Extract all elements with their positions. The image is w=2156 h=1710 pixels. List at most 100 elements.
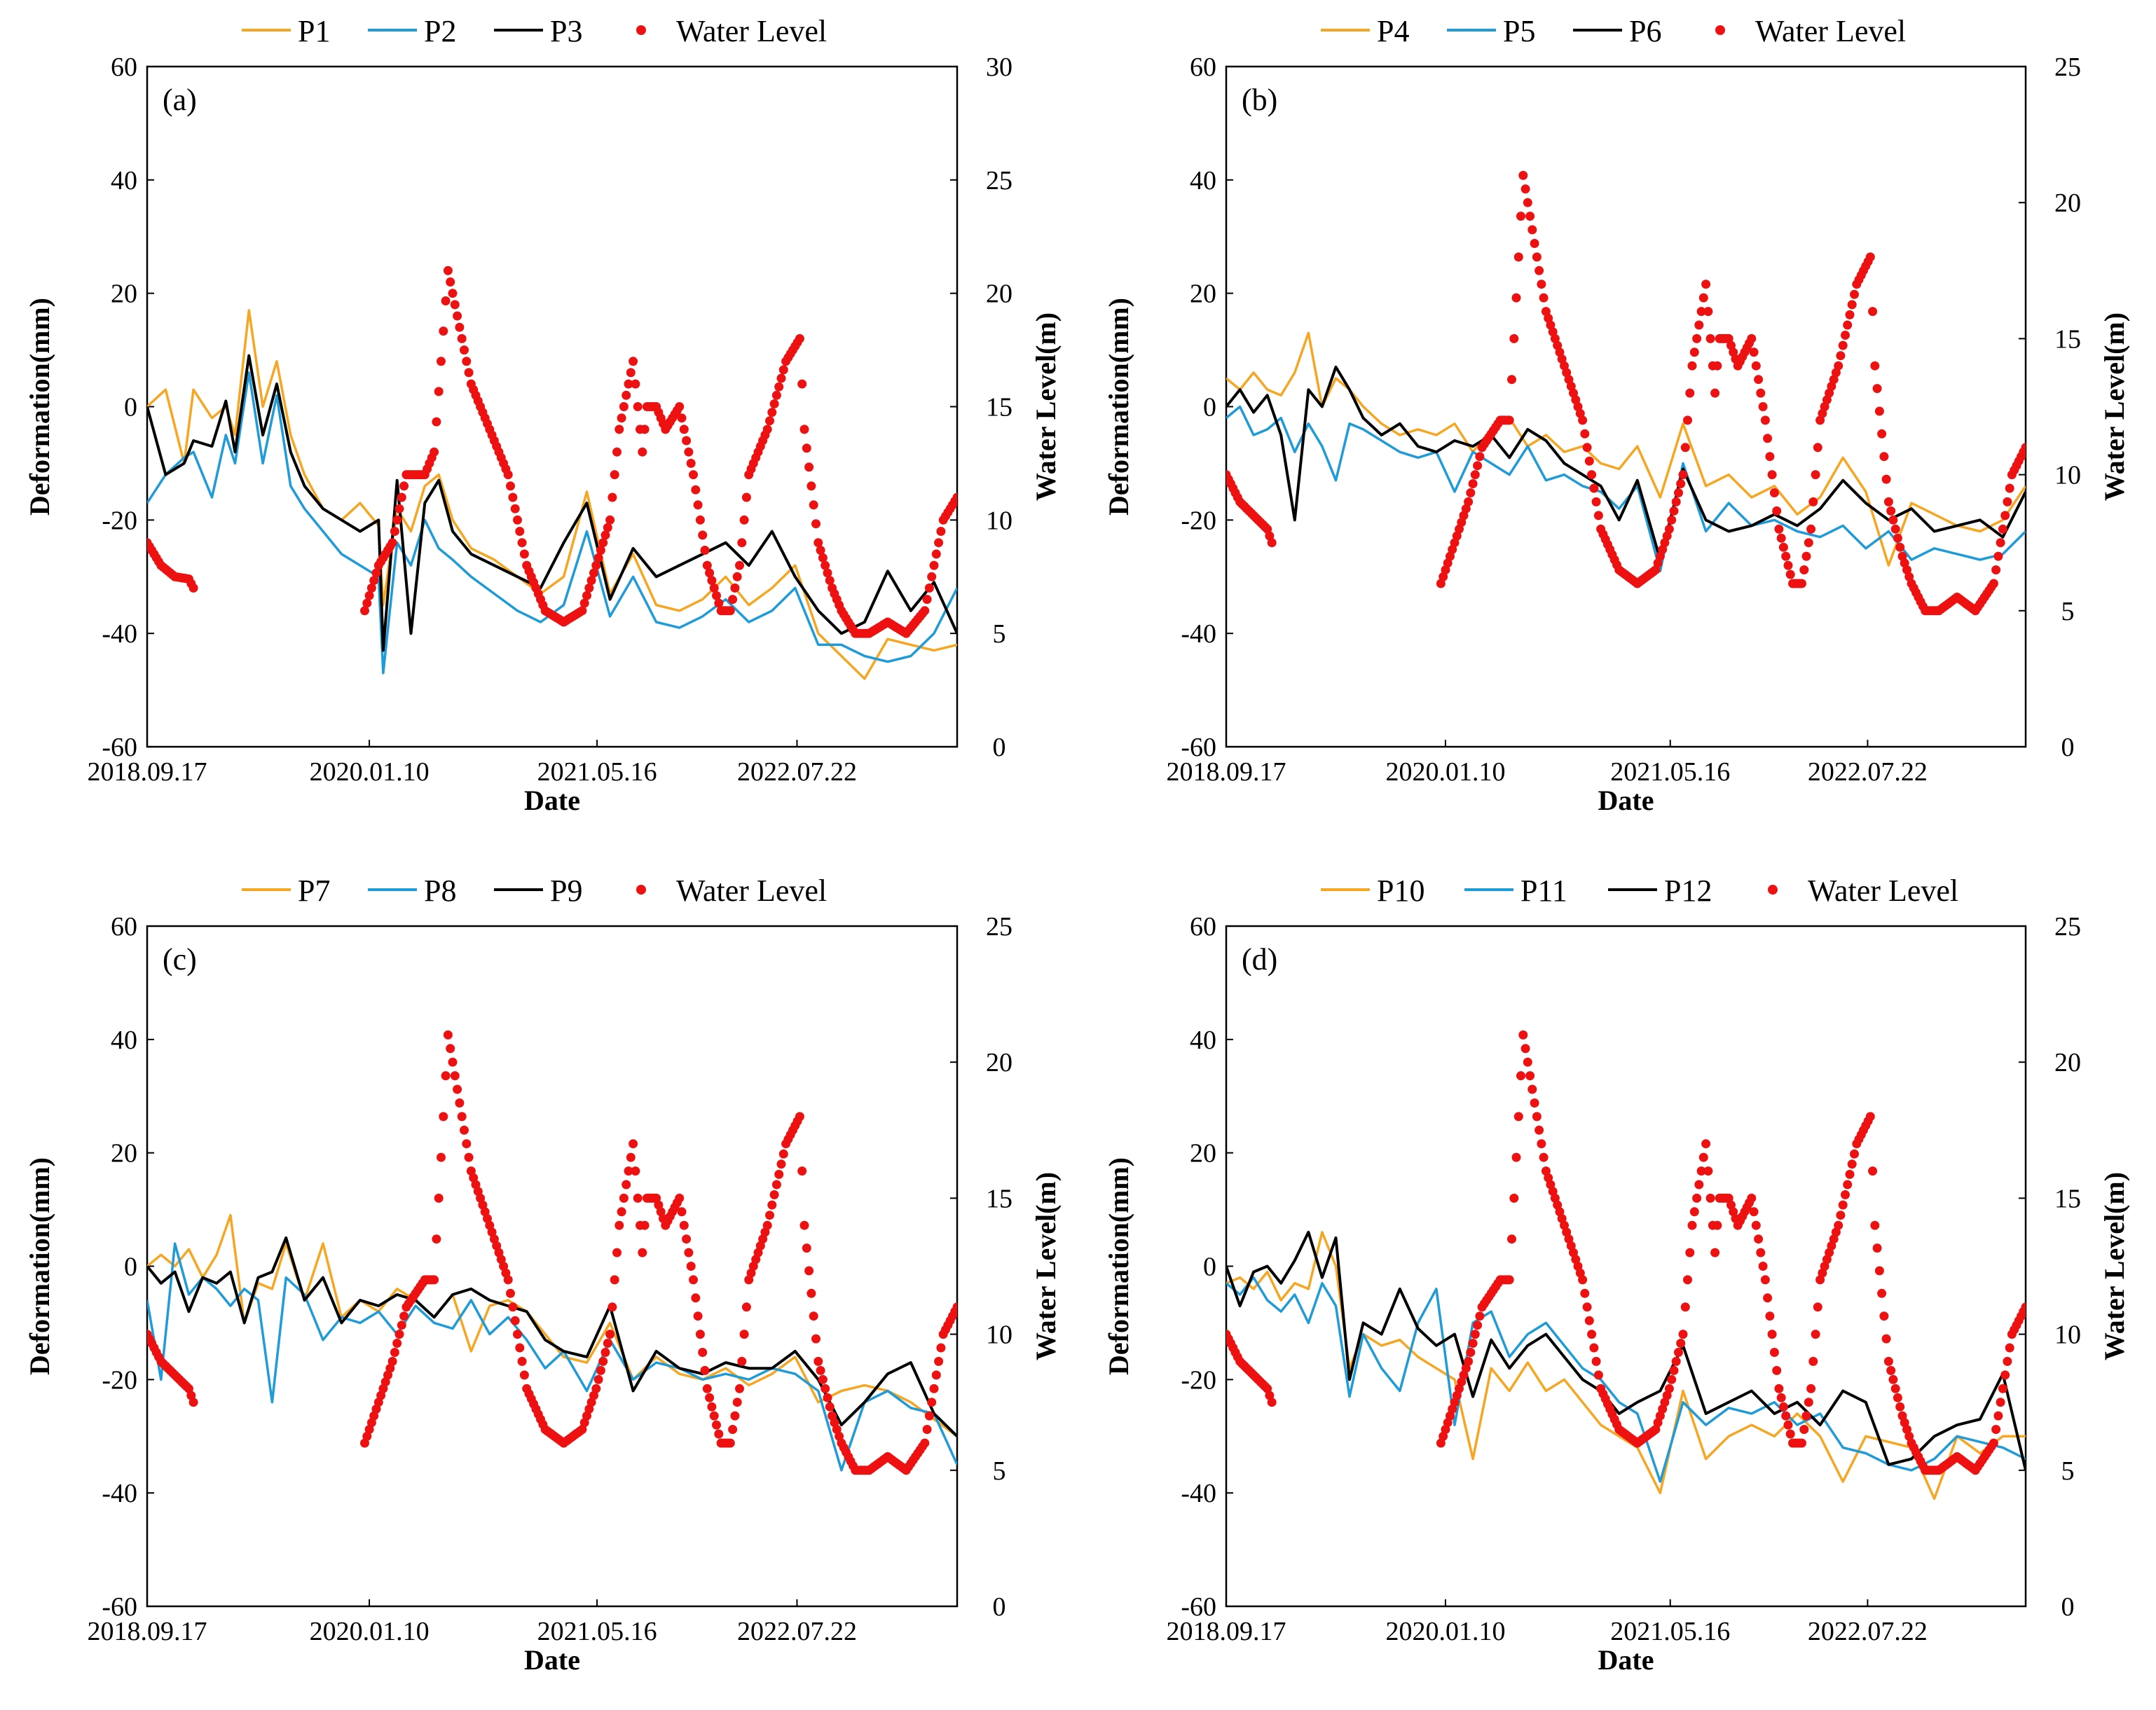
- water-level-point: [695, 1330, 705, 1339]
- y2-tick-label: 30: [986, 53, 1012, 82]
- water-level-point: [399, 1311, 409, 1321]
- water-level-point: [1811, 1330, 1820, 1339]
- panel-label: (d): [1242, 942, 1277, 977]
- water-level-point: [362, 598, 372, 608]
- water-level-point: [767, 408, 777, 418]
- water-level-point: [1507, 1234, 1516, 1244]
- water-level-point: [464, 368, 474, 378]
- water-level-point: [1756, 1248, 1766, 1257]
- water-level-point: [1530, 239, 1539, 248]
- water-level-point: [952, 492, 957, 502]
- water-level-point: [1886, 506, 1896, 516]
- water-level-point: [813, 538, 823, 548]
- water-level-point: [1836, 351, 1846, 361]
- water-level-point: [1539, 293, 1549, 303]
- chart-panel-a: 60 40 20 0 -20 -40 -60 30 25 20 15 10 5 0 2018.09.17 20…: [24, 14, 1062, 816]
- water-level-point: [515, 527, 525, 536]
- water-level-point: [730, 583, 740, 593]
- water-level-point: [1527, 1084, 1537, 1094]
- water-level-point: [617, 1207, 626, 1217]
- water-level-point: [443, 266, 453, 275]
- y2-axis-title: Water Level(m): [2099, 1172, 2130, 1360]
- y-tick-label: 20: [111, 1139, 137, 1168]
- y2-tick-label: 15: [2054, 1184, 2081, 1213]
- water-level-point: [1993, 1411, 2003, 1421]
- water-level-point: [920, 606, 930, 616]
- series-line-p2: [147, 371, 957, 675]
- x-tick-label: 2022.07.22: [1808, 757, 1928, 787]
- water-level-point: [700, 546, 710, 555]
- water-level-point: [1888, 515, 1898, 525]
- water-level-point: [1712, 1220, 1722, 1230]
- water-level-point: [584, 583, 594, 593]
- water-level-point: [1689, 347, 1699, 357]
- water-level-point: [432, 1234, 441, 1244]
- water-level-point: [1703, 1166, 1713, 1176]
- series-water-level: [1226, 1030, 2026, 1475]
- water-level-point: [1850, 1149, 1859, 1159]
- water-level-point: [607, 1302, 617, 1312]
- water-level-point: [1468, 1339, 1478, 1348]
- y-tick-label: -40: [102, 1479, 137, 1508]
- water-level-point: [1589, 483, 1599, 493]
- water-level-point: [820, 560, 830, 570]
- water-level-point: [1893, 1393, 1902, 1402]
- water-level-point: [811, 1334, 820, 1344]
- water-level-point: [1671, 1356, 1681, 1366]
- water-level-point: [1767, 470, 1777, 480]
- water-level-point: [579, 598, 589, 608]
- water-level-point: [1680, 1302, 1690, 1312]
- water-level-point: [1813, 443, 1822, 453]
- water-level-point: [689, 1275, 698, 1285]
- water-level-point: [1461, 1363, 1471, 1373]
- water-level-point: [508, 492, 518, 502]
- water-level-point: [806, 1288, 816, 1298]
- y2-axis-title: Water Level(m): [1030, 1172, 1062, 1360]
- water-level-point: [809, 1311, 818, 1321]
- water-level-point: [936, 527, 946, 536]
- water-level-point: [1504, 1275, 1514, 1285]
- water-level-point: [633, 402, 643, 411]
- y2-tick-label: 10: [986, 1321, 1012, 1350]
- water-level-point: [1703, 307, 1713, 317]
- water-level-point: [682, 1234, 692, 1244]
- chart-panel-d: 60 40 20 0 -20 -40 -60 25 20 15 10 5 0 2018.09.17 2020…: [1103, 874, 2130, 1676]
- legend-label-p8: P8: [424, 874, 456, 908]
- water-level-point: [809, 500, 818, 510]
- water-level-point: [1843, 320, 1853, 330]
- water-level-point: [1989, 1438, 1998, 1448]
- legend: P10 P11 P12 Water Level: [1321, 874, 1958, 908]
- water-level-point: [626, 1152, 636, 1162]
- water-level-point: [1468, 479, 1478, 488]
- water-level-point: [765, 416, 774, 426]
- water-level-point: [603, 523, 612, 532]
- water-level-point: [1701, 1139, 1711, 1149]
- water-level-point: [1475, 1311, 1485, 1321]
- water-level-point: [1778, 1402, 1788, 1412]
- x-tick-label: 2021.05.16: [537, 1617, 657, 1646]
- water-level-point: [1593, 511, 1603, 520]
- water-level-point: [1888, 1374, 1898, 1384]
- water-level-point: [399, 481, 409, 491]
- water-level-point: [434, 1193, 444, 1203]
- x-tick-label: 2022.07.22: [737, 757, 857, 787]
- water-level-point: [450, 1071, 460, 1081]
- water-level-point: [622, 390, 631, 400]
- water-level-point: [1589, 1343, 1599, 1353]
- water-level-point: [392, 515, 402, 525]
- water-level-point: [1870, 361, 1880, 371]
- water-level-point: [799, 425, 809, 434]
- water-level-point: [684, 447, 694, 457]
- water-level-point: [626, 368, 636, 378]
- water-level-point: [1584, 1316, 1594, 1325]
- water-level-point: [1776, 533, 1786, 543]
- water-level-point: [1847, 300, 1857, 310]
- water-level-point: [640, 425, 650, 434]
- water-level-point: [1507, 375, 1516, 385]
- water-level-point: [1710, 388, 1720, 398]
- water-level-point: [820, 1384, 830, 1393]
- y2-tick-label: 25: [2054, 53, 2081, 82]
- water-level-point: [619, 1193, 629, 1203]
- water-level-point: [1883, 497, 1893, 506]
